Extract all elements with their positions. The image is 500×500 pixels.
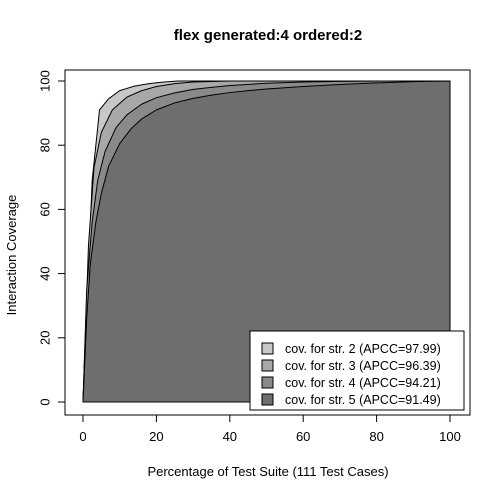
legend-entry: cov. for str. 2 (APCC=97.99) [285,342,441,356]
x-tick-label: 0 [79,429,86,444]
y-tick-label: 100 [38,70,53,92]
legend-swatch [261,359,274,372]
legend-swatch [261,376,274,389]
legend: cov. for str. 2 (APCC=97.99) cov. for str… [249,330,465,411]
y-tick-label: 80 [38,138,53,152]
y-axis-label: Interaction Coverage [4,195,19,316]
legend-swatch [261,342,274,355]
x-axis-label: Percentage of Test Suite (111 Test Cases… [147,464,388,479]
legend-box [249,330,465,411]
x-tick-label: 60 [296,429,310,444]
legend-entry: cov. for str. 5 (APCC=91.49) [285,393,441,407]
x-tick-label: 100 [439,429,461,444]
y-tick-label: 60 [38,202,53,216]
legend-entry: cov. for str. 3 (APCC=96.39) [285,359,441,373]
y-tick-label: 40 [38,266,53,280]
x-tick-label: 80 [369,429,383,444]
legend-entry: cov. for str. 4 (APCC=94.21) [285,376,441,390]
area-series-group [82,80,451,403]
y-tick-label: 20 [38,331,53,345]
chart-title: flex generated:4 ordered:2 [174,27,362,44]
y-tick-label: 0 [38,398,53,405]
y-axis: 0 20 40 60 80 100 [38,70,66,406]
x-tick-label: 20 [149,429,163,444]
area-series-str-5 [82,80,451,403]
x-tick-label: 40 [223,429,237,444]
x-axis: 0 20 40 60 80 100 [79,414,461,444]
legend-swatch [261,393,274,406]
